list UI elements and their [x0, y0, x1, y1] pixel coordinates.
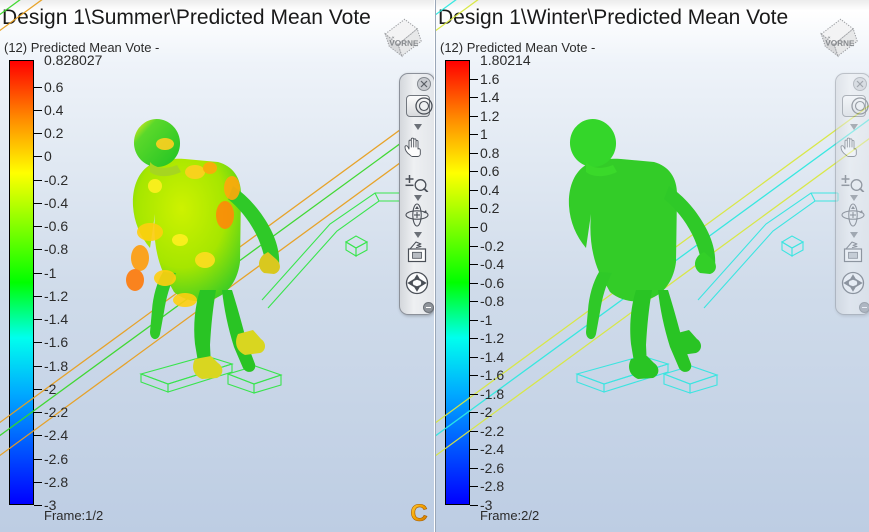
svg-text:C: C: [410, 500, 427, 526]
